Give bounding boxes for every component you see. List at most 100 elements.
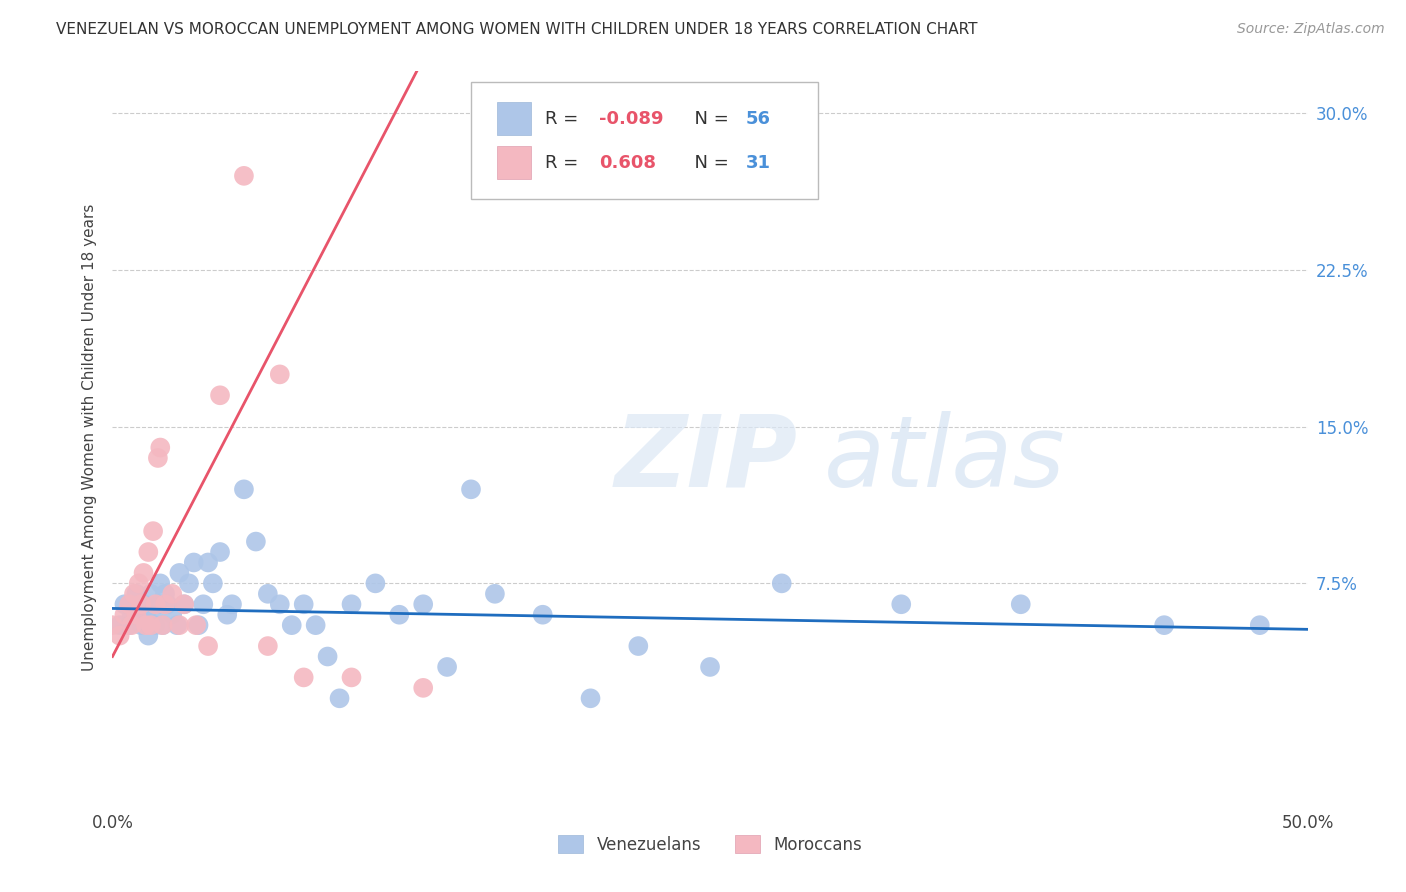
Point — [412, 681, 434, 695]
Point — [139, 587, 162, 601]
Point — [146, 450, 169, 465]
Point — [153, 597, 176, 611]
Point — [135, 607, 157, 622]
Point — [699, 660, 721, 674]
Point — [125, 607, 148, 622]
Text: VENEZUELAN VS MOROCCAN UNEMPLOYMENT AMONG WOMEN WITH CHILDREN UNDER 18 YEARS COR: VENEZUELAN VS MOROCCAN UNEMPLOYMENT AMON… — [56, 22, 977, 37]
Point — [132, 597, 155, 611]
Point — [436, 660, 458, 674]
Legend: Venezuelans, Moroccans: Venezuelans, Moroccans — [551, 829, 869, 860]
Point — [412, 597, 434, 611]
FancyBboxPatch shape — [471, 82, 818, 200]
Point — [890, 597, 912, 611]
Point — [118, 597, 141, 611]
Point — [193, 597, 215, 611]
Point — [153, 587, 176, 601]
Point — [142, 607, 165, 622]
Point — [257, 639, 280, 653]
Point — [316, 649, 339, 664]
Point — [340, 597, 363, 611]
Point — [221, 597, 243, 611]
Point — [217, 607, 239, 622]
Point — [770, 576, 793, 591]
Point — [257, 587, 280, 601]
Point — [101, 618, 124, 632]
Point — [142, 524, 165, 538]
Point — [156, 597, 179, 611]
Point — [125, 607, 148, 622]
Point — [1010, 597, 1032, 611]
Point — [460, 483, 482, 497]
Text: R =: R = — [546, 153, 591, 172]
Text: -0.089: -0.089 — [599, 110, 664, 128]
Point — [245, 534, 267, 549]
Point — [1153, 618, 1175, 632]
Point — [531, 607, 554, 622]
Point — [145, 597, 167, 611]
Point — [132, 566, 155, 580]
Point — [209, 388, 232, 402]
Point — [233, 483, 256, 497]
Text: ZIP: ZIP — [614, 410, 797, 508]
Point — [129, 597, 152, 611]
Text: N =: N = — [682, 153, 734, 172]
Point — [121, 607, 143, 622]
Point — [135, 618, 157, 632]
Point — [197, 639, 219, 653]
Point — [197, 556, 219, 570]
Point — [305, 618, 328, 632]
Point — [187, 618, 209, 632]
Point — [152, 618, 174, 632]
Point — [118, 618, 141, 632]
Point — [121, 618, 143, 632]
Point — [128, 576, 150, 591]
Text: 31: 31 — [747, 153, 770, 172]
Point — [186, 618, 208, 632]
Point — [114, 607, 135, 622]
Point — [169, 566, 191, 580]
Point — [173, 597, 195, 611]
Text: N =: N = — [682, 110, 734, 128]
Point — [152, 618, 174, 632]
Point — [292, 597, 315, 611]
Point — [340, 670, 363, 684]
Point — [579, 691, 602, 706]
Point — [233, 169, 256, 183]
Point — [125, 587, 148, 601]
Point — [169, 618, 191, 632]
Point — [173, 597, 195, 611]
Point — [139, 618, 162, 632]
Point — [146, 597, 169, 611]
Point — [183, 556, 205, 570]
Text: R =: R = — [546, 110, 583, 128]
Point — [114, 597, 135, 611]
Point — [149, 441, 172, 455]
Point — [281, 618, 304, 632]
Point — [329, 691, 352, 706]
Point — [177, 576, 200, 591]
Point — [129, 618, 152, 632]
Point — [138, 545, 160, 559]
Point — [145, 618, 167, 632]
Point — [388, 607, 411, 622]
Point — [166, 618, 188, 632]
Point — [1249, 618, 1271, 632]
Point — [108, 629, 131, 643]
Point — [292, 670, 315, 684]
Point — [364, 576, 387, 591]
Point — [269, 368, 291, 382]
Point — [138, 629, 160, 643]
Point — [627, 639, 650, 653]
Text: Source: ZipAtlas.com: Source: ZipAtlas.com — [1237, 22, 1385, 37]
Point — [201, 576, 224, 591]
Point — [162, 607, 183, 622]
Point — [269, 597, 291, 611]
Point — [209, 545, 232, 559]
FancyBboxPatch shape — [498, 146, 531, 179]
Point — [149, 576, 172, 591]
Point — [108, 618, 131, 632]
Y-axis label: Unemployment Among Women with Children Under 18 years: Unemployment Among Women with Children U… — [82, 203, 97, 671]
Text: 0.608: 0.608 — [599, 153, 655, 172]
Text: atlas: atlas — [824, 410, 1066, 508]
Point — [484, 587, 506, 601]
